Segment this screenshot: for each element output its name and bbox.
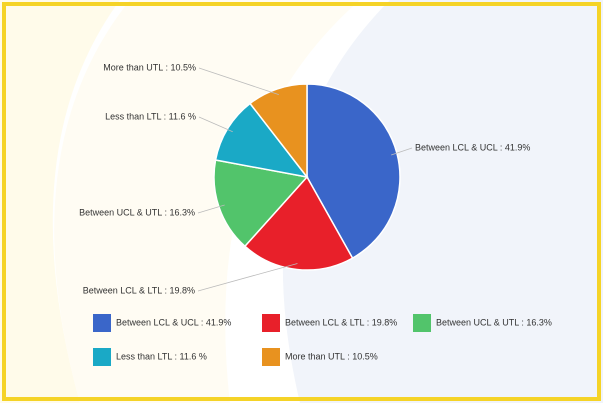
legend-label: More than UTL : 10.5% [285, 351, 378, 361]
slice-label: Between LCL & LTL : 19.8% [83, 285, 195, 295]
legend-swatch [262, 348, 280, 366]
legend-swatch [93, 348, 111, 366]
legend-label: Between LCL & LTL : 19.8% [285, 317, 397, 327]
slice-label: More than UTL : 10.5% [103, 62, 196, 72]
leader-line [198, 116, 233, 133]
decor-left [0, 0, 120, 403]
decor-right [282, 0, 603, 403]
legend-label: Between UCL & UTL : 16.3% [436, 317, 552, 327]
leader-line [391, 147, 413, 156]
leader-line [197, 204, 225, 214]
slice-label: Between LCL & UCL : 41.9% [415, 142, 530, 152]
leader-line [198, 67, 279, 96]
legend-label: Between LCL & UCL : 41.9% [116, 317, 231, 327]
legend-swatch [262, 314, 280, 332]
slice-label: Between UCL & UTL : 16.3% [79, 207, 195, 217]
leader-line [197, 263, 298, 292]
pie-slice [248, 83, 308, 180]
legend-swatch [413, 314, 431, 332]
legend-swatch [93, 314, 111, 332]
pie-slice [306, 83, 401, 260]
slice-label: Less than LTL : 11.6 % [105, 111, 196, 121]
legend-label: Less than LTL : 11.6 % [116, 351, 207, 361]
decor-mid [54, 0, 361, 403]
pie-slice [214, 102, 309, 179]
pie-slice [243, 175, 354, 271]
